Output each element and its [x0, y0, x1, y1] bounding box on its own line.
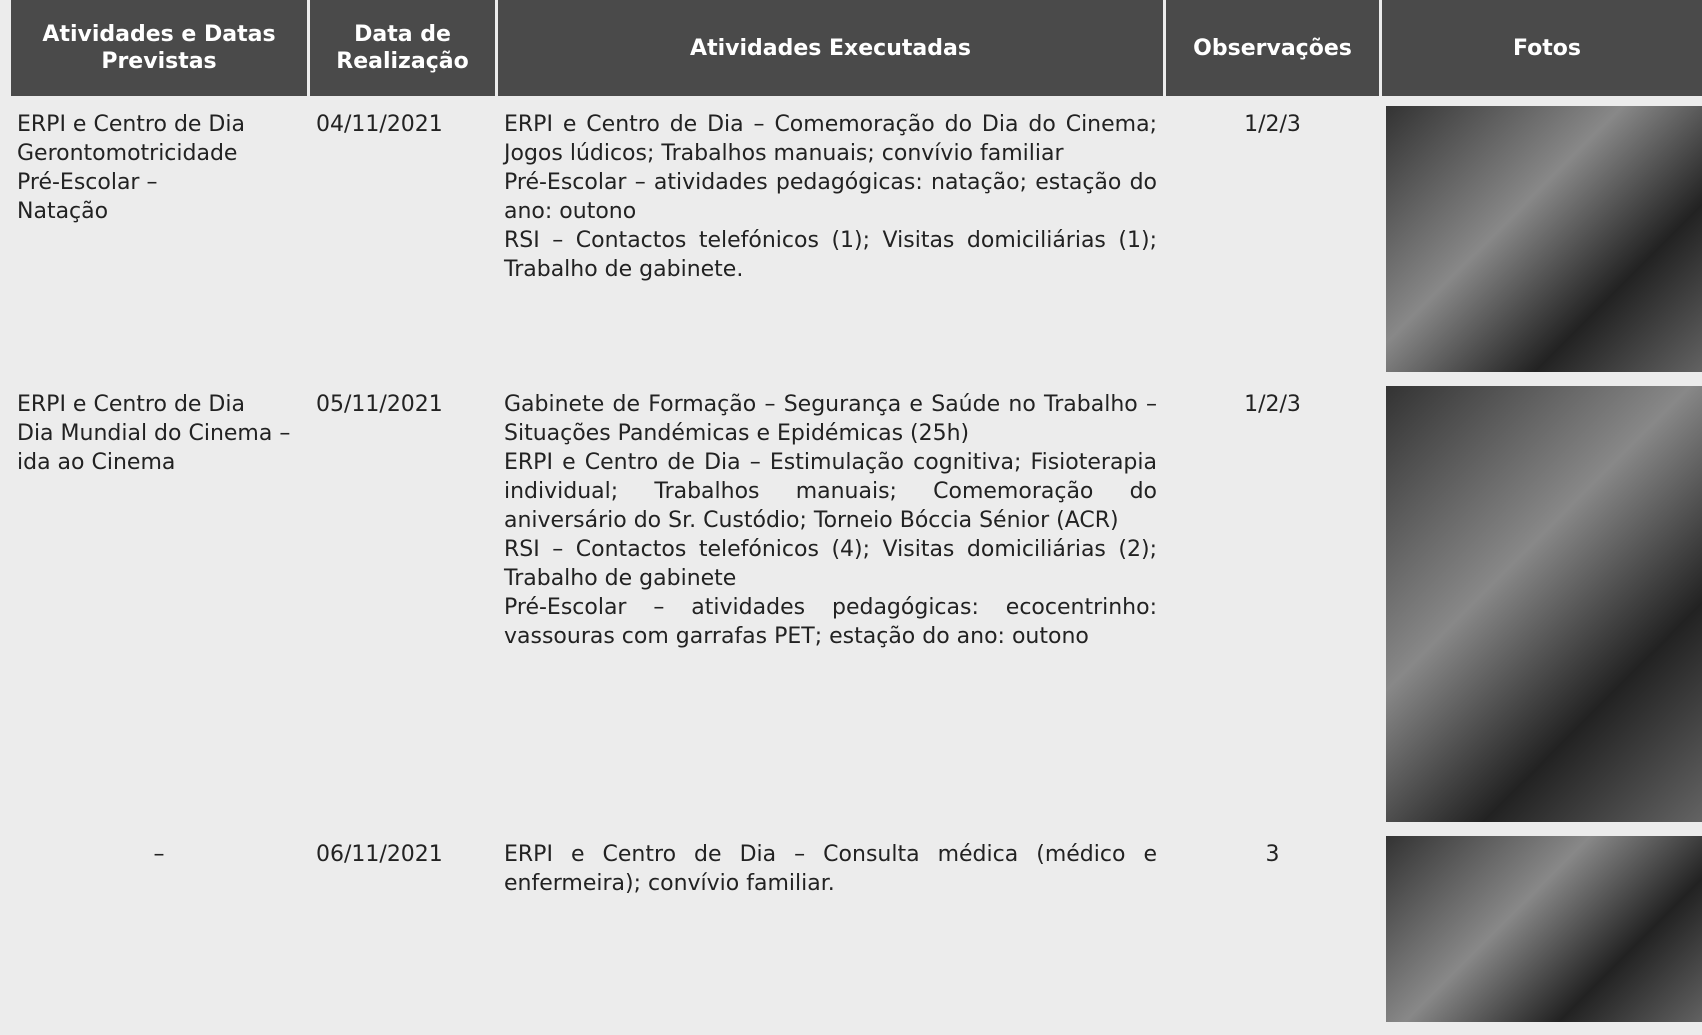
observations-cell: 3 — [1265, 842, 1280, 867]
executed-item: ERPI e Centro de Dia – Estimulação cogni… — [504, 450, 1157, 533]
column-header: Observações — [1166, 0, 1379, 96]
photo-cell — [1382, 826, 1702, 1026]
planned-line: ERPI e Centro de Dia — [17, 112, 245, 137]
planned-line: Gerontomotricidade — [17, 141, 238, 166]
photo-cell — [1382, 376, 1702, 826]
executed-item: ERPI e Centro de Dia – Comemoração do Di… — [504, 112, 1157, 166]
table-body: ERPI e Centro de Dia Gerontomotricidade Pr… — [11, 96, 1702, 1026]
column-header: Fotos — [1382, 0, 1702, 96]
observations-cell: 1/2/3 — [1244, 112, 1301, 137]
planned-line: – — [153, 842, 165, 867]
planned-line: ERPI e Centro de Dia — [17, 392, 245, 417]
executed-cell: Gabinete de Formação – Segurança e Saúde… — [498, 376, 1163, 826]
column-header: Atividades Executadas — [498, 0, 1163, 96]
executed-item: Gabinete de Formação – Segurança e Saúde… — [504, 392, 1157, 446]
executed-item: RSI – Contactos telefónicos (1); Visitas… — [504, 228, 1157, 282]
table-row: – 06/11/2021 ERPI e Centro de Dia – Consul… — [11, 826, 1702, 1026]
observations-cell: 1/2/3 — [1244, 392, 1301, 417]
executed-item: Pré-Escolar – atividades pedagógicas: ec… — [504, 595, 1157, 649]
planned-line: Natação — [17, 199, 109, 224]
executed-cell: ERPI e Centro de Dia – Comemoração do Di… — [498, 96, 1163, 376]
header-row: Atividades e Datas Previstas Data de Real… — [11, 0, 1702, 96]
planned-cell: ERPI e Centro de Dia Dia Mundial do Cinem… — [11, 376, 307, 826]
column-header: Atividades e Datas Previstas — [11, 0, 307, 96]
table-row: ERPI e Centro de Dia Gerontomotricidade Pr… — [11, 96, 1702, 376]
photo-cell — [1382, 96, 1702, 376]
planned-cell: – — [11, 826, 307, 1026]
photo — [1386, 386, 1702, 822]
planned-line: Dia Mundial do Cinema – ida ao Cinema — [17, 421, 291, 475]
planned-line: Pré-Escolar – — [17, 170, 158, 195]
photo — [1386, 106, 1702, 372]
table-header: Atividades e Datas Previstas Data de Real… — [11, 0, 1702, 96]
planned-cell: ERPI e Centro de Dia Gerontomotricidade Pr… — [11, 96, 307, 376]
activity-table: Atividades e Datas Previstas Data de Real… — [8, 0, 1702, 1026]
table-row: ERPI e Centro de Dia Dia Mundial do Cinem… — [11, 376, 1702, 826]
date-cell: 05/11/2021 — [316, 392, 443, 417]
executed-item: ERPI e Centro de Dia – Consulta médica (… — [504, 842, 1157, 896]
executed-item: RSI – Contactos telefónicos (4); Visitas… — [504, 537, 1157, 591]
executed-item: Pré-Escolar – atividades pedagógicas: na… — [504, 170, 1157, 224]
date-cell: 06/11/2021 — [316, 842, 443, 867]
column-header: Data de Realização — [310, 0, 495, 96]
executed-cell: ERPI e Centro de Dia – Consulta médica (… — [498, 826, 1163, 1026]
date-cell: 04/11/2021 — [316, 112, 443, 137]
photo — [1386, 836, 1702, 1022]
